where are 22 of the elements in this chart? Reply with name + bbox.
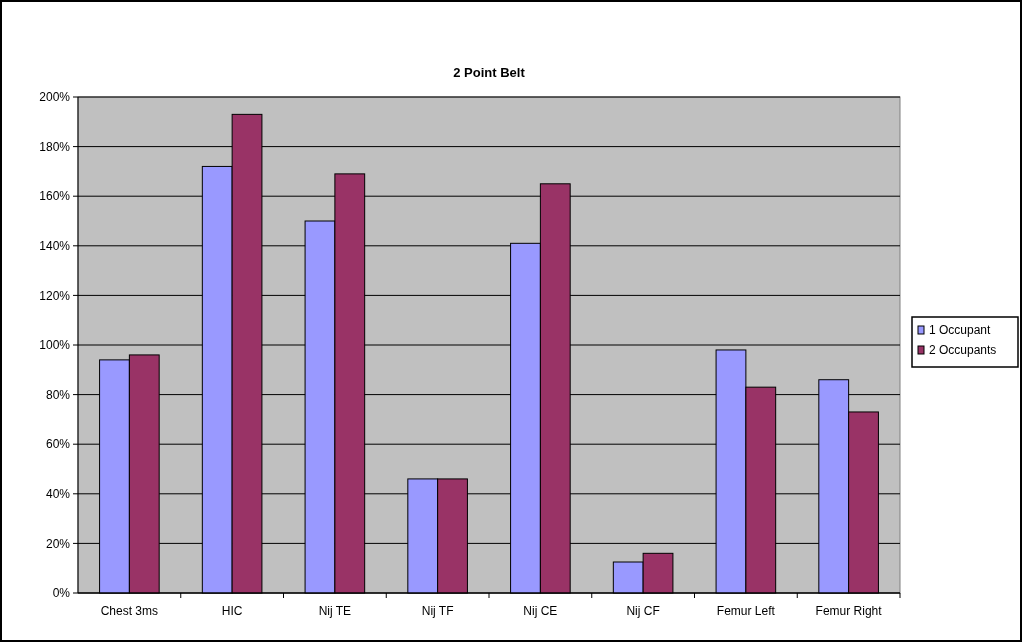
y-tick-label: 80% [45, 387, 71, 402]
legend-label: 1 Occupant [929, 323, 992, 337]
x-tick-label: Nij TF [421, 604, 454, 618]
x-tick-label: Chest 3ms [100, 604, 159, 618]
y-tick-label: 120% [39, 288, 71, 303]
x-tick-label: Femur Right [815, 604, 883, 618]
legend-label: 2 Occupants [929, 343, 997, 357]
y-tick-label: 0% [52, 586, 71, 601]
y-tick-label: 160% [39, 189, 71, 204]
x-tick-label: Nij CF [626, 604, 660, 618]
y-tick-label: 140% [39, 239, 71, 253]
y-tick-label: 180% [39, 139, 71, 154]
y-tick-label: 20% [45, 536, 71, 551]
y-tick-label: 200% [39, 90, 71, 105]
x-tick-label: HIC [221, 604, 243, 618]
x-tick-label: Nij CE [523, 604, 558, 618]
y-tick-label: 60% [45, 437, 71, 452]
y-tick-label: 100% [39, 338, 71, 353]
chart-title: 2 Point Belt [453, 65, 526, 80]
x-tick-label: Nij TE [318, 604, 352, 618]
y-tick-label: 40% [45, 487, 71, 501]
x-tick-label: Femur Left [716, 604, 776, 618]
